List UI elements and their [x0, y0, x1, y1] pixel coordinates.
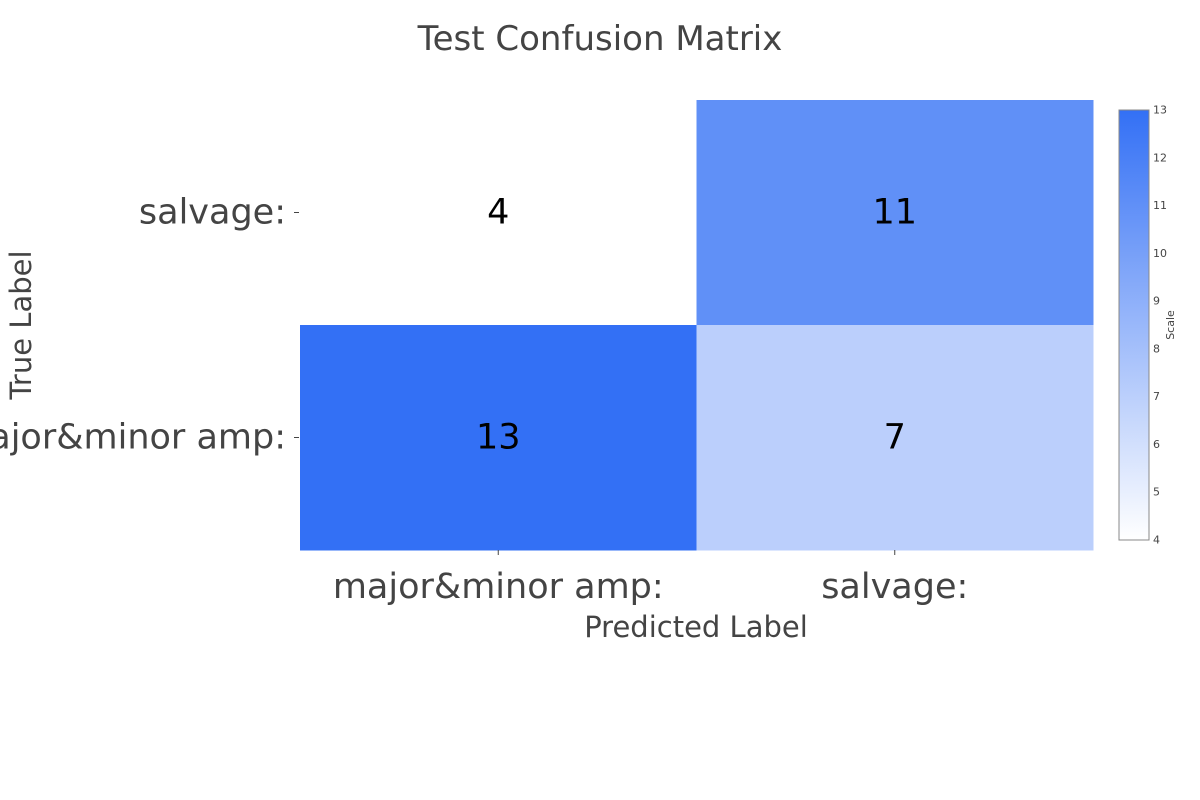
cell-value-label: 4	[487, 193, 509, 233]
heatmap-cells	[300, 100, 1094, 551]
colorbar-tick-label: 4	[1153, 534, 1160, 547]
cell-value-label: 13	[476, 418, 521, 458]
colorbar-tick-label: 11	[1153, 199, 1167, 212]
heatmap-cell	[300, 325, 697, 551]
heatmap-cell-labels: 4 11 13 7	[476, 193, 917, 458]
colorbar-tick-label: 13	[1153, 104, 1167, 117]
y-axis-ticks: salvage: major&minor amp:	[0, 193, 299, 458]
cell-value-label: 7	[884, 418, 906, 458]
colorbar-gradient	[1118, 109, 1150, 541]
chart-title: Test Confusion Matrix	[417, 19, 783, 59]
heatmap-cell	[696, 325, 1094, 551]
y-tick-label: salvage:	[139, 193, 286, 233]
y-axis-title: True Label	[4, 250, 38, 400]
cell-value-label: 11	[872, 193, 917, 233]
colorbar-tick-label: 10	[1153, 247, 1167, 260]
colorbar-tick-label: 6	[1153, 438, 1160, 451]
colorbar: 4 5 6 7 8 9 10 11 12 13 Scale	[1118, 104, 1177, 547]
colorbar-tick-label: 7	[1153, 390, 1160, 403]
x-axis-ticks: major&minor amp: salvage:	[333, 550, 968, 607]
colorbar-ticks: 4 5 6 7 8 9 10 11 12 13	[1153, 104, 1167, 547]
colorbar-title: Scale	[1164, 310, 1177, 340]
colorbar-tick-label: 12	[1153, 151, 1167, 164]
heatmap-cell	[300, 100, 697, 326]
heatmap-cell	[696, 100, 1094, 326]
x-tick-label: salvage:	[821, 567, 968, 607]
y-tick-label: major&minor amp:	[0, 418, 286, 458]
x-tick-label: major&minor amp:	[333, 567, 664, 607]
colorbar-tick-label: 9	[1153, 295, 1160, 308]
colorbar-tick-label: 8	[1153, 342, 1160, 355]
colorbar-tick-label: 5	[1153, 486, 1160, 499]
x-axis-title: Predicted Label	[584, 610, 808, 644]
